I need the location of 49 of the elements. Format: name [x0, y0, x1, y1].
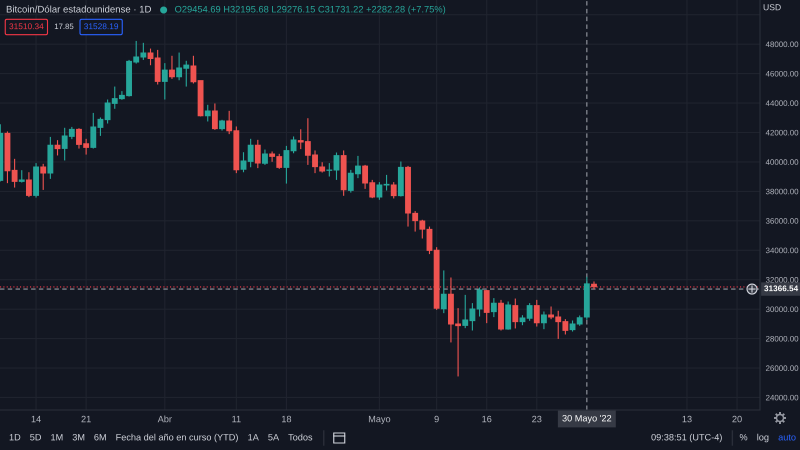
candlestick	[40, 163, 46, 190]
text: %	[740, 434, 748, 440]
ref-line-label: 31366.54	[764, 285, 798, 292]
text: auto	[778, 434, 796, 440]
annotation: 31510.34	[9, 23, 44, 30]
x-tick-label: 20	[732, 416, 742, 422]
x-tick-label: 9	[434, 416, 439, 422]
annotation: O29454.69 H32195.68 L29276.15 C31731.22 +2282.28 (+7.75%)	[175, 6, 446, 14]
text: Fecha del año en curso (YTD)	[116, 434, 238, 442]
annotation: 31528.19	[84, 23, 118, 30]
candlestick	[26, 172, 32, 198]
x-tick-label: 11	[232, 416, 241, 422]
chart-title: Bitcoin/Dólar estadounidense · 1D	[6, 5, 151, 13]
text: 1A	[248, 434, 259, 440]
candlestick	[54, 140, 60, 156]
candlestick	[540, 310, 547, 330]
candlestick	[219, 119, 225, 132]
x-tick-label: Abr	[158, 416, 172, 422]
x-tick-label: 21	[81, 416, 91, 422]
candlestick	[262, 149, 268, 166]
text: 6M	[94, 434, 106, 440]
x-tick-label: 13	[682, 416, 692, 422]
candlestick	[390, 182, 397, 200]
text: 09:38:51 (UTC-4)	[651, 434, 722, 442]
candlestick	[254, 139, 261, 169]
x-tick-label: Mayo	[368, 416, 390, 424]
x-tick-label: 16	[482, 416, 492, 422]
candlestick	[490, 298, 497, 318]
x-tick-label: 14	[32, 416, 41, 422]
text: USD	[764, 4, 781, 10]
text: 5D	[30, 434, 42, 440]
candlestick	[484, 289, 490, 324]
candlestick	[512, 298, 518, 329]
text: 1M	[51, 434, 62, 440]
candlestick	[204, 104, 211, 122]
candlestick	[440, 270, 447, 314]
text: 1D	[10, 434, 20, 440]
candlestick	[534, 299, 540, 328]
candlestick	[212, 102, 218, 130]
text: log	[757, 434, 768, 442]
text: 3M	[72, 434, 84, 440]
ref-line-label: 30 Mayo '22	[562, 414, 612, 424]
text: 5A	[268, 434, 280, 440]
candlestick	[162, 62, 168, 100]
x-tick-label: 23	[532, 416, 542, 422]
candlestick	[18, 170, 25, 184]
text: Todos	[288, 434, 312, 440]
x-tick-label: 18	[282, 416, 292, 422]
candlestick	[169, 55, 175, 80]
